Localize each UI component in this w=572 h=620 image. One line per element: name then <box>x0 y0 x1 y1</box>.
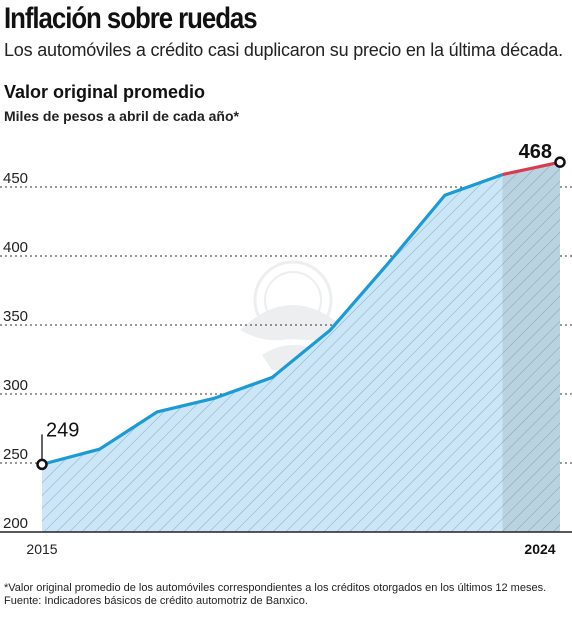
series-line <box>41 173 503 466</box>
y-tick-label-250: 250 <box>3 446 28 463</box>
y-tick-label-450: 450 <box>3 170 28 187</box>
start-point-marker <box>36 458 48 471</box>
headline: Inflación sobre ruedas <box>4 2 258 35</box>
start-value-label: 249 <box>46 419 79 441</box>
x-tick-label-end: 2024 <box>524 541 555 557</box>
footnote: *Valor original promedio de los automóvi… <box>4 582 547 607</box>
y-tick-label-400: 400 <box>3 239 28 256</box>
area-hatch <box>42 162 560 532</box>
series-line-highlight <box>502 160 561 177</box>
y-tick-label-350: 350 <box>3 308 28 325</box>
chart-title: Valor original promedio <box>4 82 206 102</box>
end-value-label: 468 <box>519 141 552 163</box>
end-point-marker <box>554 156 566 168</box>
subheadline: Los automóviles a crédito casi duplicaro… <box>4 40 563 60</box>
y-tick-label-200: 200 <box>3 515 28 532</box>
chart-units: Miles de pesos a abril de cada año* <box>4 108 239 124</box>
area-chart: 200 250 300 350 400 450 249 468 2015 2024 <box>0 141 572 557</box>
highlight-band-hatch <box>502 162 560 532</box>
x-tick-label-start: 2015 <box>26 541 57 557</box>
y-tick-label-300: 300 <box>3 377 28 394</box>
